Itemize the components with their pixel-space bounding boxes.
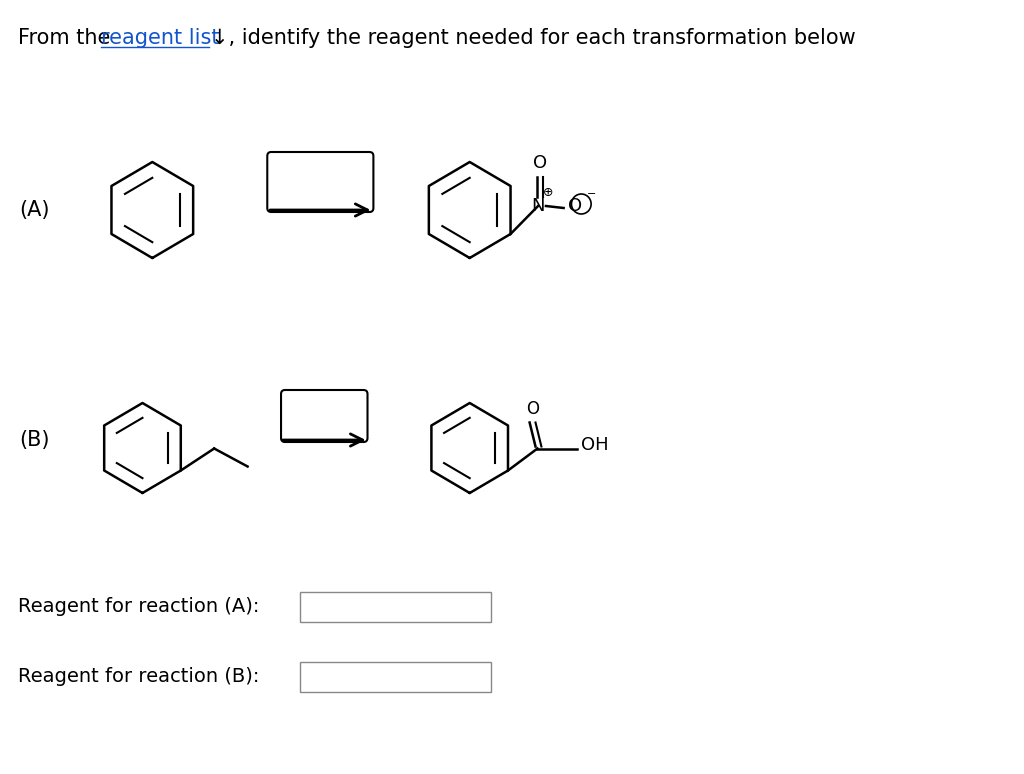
FancyBboxPatch shape — [267, 152, 374, 212]
Text: Reagent for reaction (B):: Reagent for reaction (B): — [17, 667, 259, 687]
Text: ↓, identify the reagent needed for each transformation below: ↓, identify the reagent needed for each … — [211, 28, 856, 48]
Text: OH: OH — [581, 437, 608, 454]
Bar — [300, 592, 492, 622]
FancyBboxPatch shape — [281, 390, 368, 442]
Text: reagent list: reagent list — [101, 28, 220, 48]
Text: O: O — [526, 400, 539, 419]
Text: (A): (A) — [19, 200, 50, 220]
Text: −: − — [587, 189, 596, 199]
Text: From the: From the — [17, 28, 117, 48]
Text: (B): (B) — [19, 430, 50, 450]
Text: Reagent for reaction (A):: Reagent for reaction (A): — [17, 598, 259, 617]
Text: ⊕: ⊕ — [543, 187, 553, 200]
Text: O: O — [568, 197, 583, 215]
Bar — [300, 662, 492, 692]
Text: N: N — [531, 197, 545, 215]
Text: O: O — [532, 154, 547, 172]
